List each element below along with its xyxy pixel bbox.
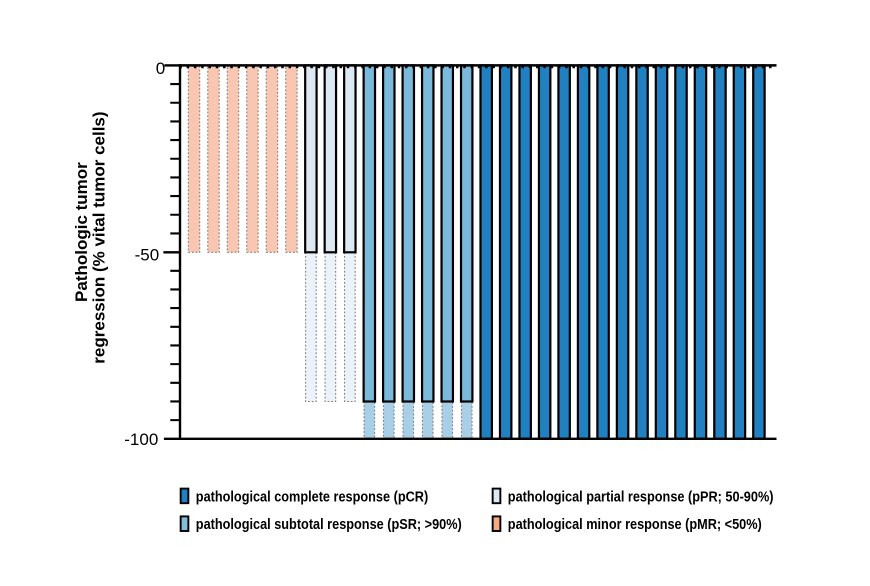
svg-text:pathological partial response: pathological partial response (pPR; 50-9… — [508, 489, 774, 505]
svg-text:pathological complete response: pathological complete response (pCR) — [196, 489, 429, 505]
svg-text:Pathologic tumor: Pathologic tumor — [72, 162, 91, 302]
svg-text:0: 0 — [156, 59, 165, 78]
svg-text:-100: -100 — [124, 430, 158, 449]
svg-text:-50: -50 — [135, 245, 160, 264]
svg-text:pathological minor response (p: pathological minor response (pMR; <50%) — [508, 517, 762, 533]
svg-text:regression (% vital tumor cell: regression (% vital tumor cells) — [89, 111, 108, 363]
svg-text:pathological subtotal response: pathological subtotal response (pSR; >90… — [196, 517, 462, 533]
